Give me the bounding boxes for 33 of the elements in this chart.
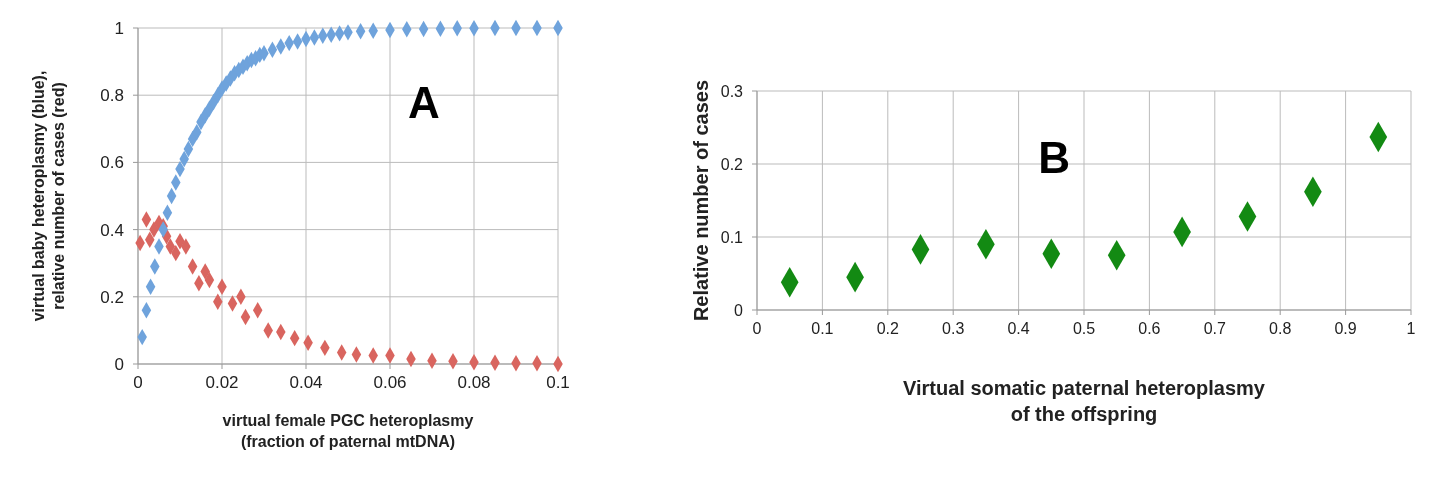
y-tick-label: 0.3 bbox=[720, 83, 744, 100]
y-tick-label: 0.4 bbox=[100, 220, 124, 240]
x-axis-title: Virtual somatic paternal heteroplasmy of the offspring bbox=[903, 377, 1266, 425]
x-tick-label: 0 bbox=[752, 320, 762, 337]
x-tick-label: 0.5 bbox=[1072, 320, 1096, 337]
x-tick-label: 0.8 bbox=[1269, 320, 1292, 337]
y-tick-label: 1 bbox=[114, 19, 124, 38]
x-tick-label: 0.04 bbox=[289, 373, 323, 392]
y-tick-label: 0 bbox=[114, 355, 124, 374]
y-tick-label: 0.1 bbox=[720, 229, 744, 246]
y-tick-label: 0.2 bbox=[720, 156, 744, 173]
y-axis-title: Relative number of cases bbox=[690, 79, 712, 322]
x-tick-label: 0 bbox=[133, 373, 143, 392]
x-tick-label: 0.1 bbox=[546, 373, 570, 392]
x-tick-label: 0.1 bbox=[811, 320, 834, 337]
y-tick-label: 0.2 bbox=[100, 287, 124, 307]
x-tick-label: 0.7 bbox=[1203, 320, 1227, 337]
x-tick-label: 0.06 bbox=[373, 373, 407, 392]
x-tick-label: 0.02 bbox=[205, 373, 239, 392]
x-tick-label: 0.08 bbox=[457, 373, 491, 392]
x-axis-title: virtual female PGC heteroplasmy (fraction of paternal mtDNA) bbox=[222, 412, 474, 450]
x-tick-label: 0.2 bbox=[876, 320, 900, 337]
annotation: A bbox=[408, 78, 440, 127]
y-tick-label: 0.8 bbox=[100, 86, 124, 106]
y-tick-label: 0.6 bbox=[100, 153, 124, 173]
x-tick-label: 0.3 bbox=[942, 320, 965, 337]
y-tick-label: 0 bbox=[734, 302, 744, 319]
x-tick-label: 0.6 bbox=[1138, 320, 1161, 337]
x-tick-label: 0.4 bbox=[1007, 320, 1030, 337]
annotation: B bbox=[1038, 133, 1070, 182]
x-tick-label: 0.9 bbox=[1334, 320, 1357, 337]
y-axis-title: virtual baby heteroplasmy (blue), relative number of cases (red) bbox=[30, 70, 67, 322]
x-tick-label: 1 bbox=[1406, 320, 1416, 337]
